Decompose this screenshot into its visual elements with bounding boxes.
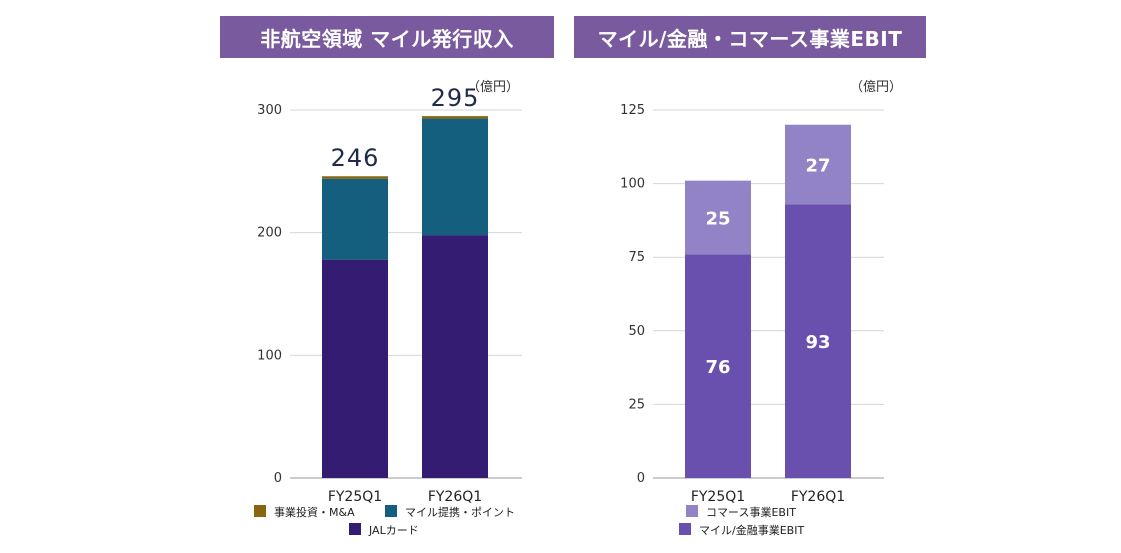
bar-segment [785,124,851,205]
x-tick-label: FY25Q1 [328,489,382,505]
data-label: 27 [805,155,830,176]
bar-segment [322,259,388,478]
x-tick-label: FY25Q1 [691,489,745,505]
bar-segment [685,180,751,255]
x-tick-label: FY26Q1 [791,489,845,505]
chart-title-mile-finance-ebit: マイル/金融・コマース事業EBIT [574,16,926,58]
total-label: 295 [431,84,480,112]
unit-label: （億円） [850,79,902,95]
total-label: 246 [331,144,380,172]
legend-label: マイル/金融事業EBIT [699,523,804,537]
y-tick-label: 100 [620,177,645,192]
legend-label: マイル提携・ポイント [405,505,515,519]
y-tick-label: 0 [637,471,645,486]
data-label: 25 [705,208,730,229]
legend-swatch [679,523,691,535]
y-tick-label: 25 [628,397,645,412]
bar-segment [785,204,851,478]
y-tick-label: 50 [628,324,645,339]
legend-swatch [254,505,266,517]
bar-segment [685,254,751,478]
data-label: 93 [805,332,830,353]
legend-swatch [385,505,397,517]
y-tick-label: 0 [274,471,282,486]
data-label: 76 [705,357,730,378]
bar-segment [422,118,488,236]
chart-title-non-aviation-revenue: 非航空領域 マイル発行収入 [220,16,554,58]
y-tick-label: 125 [620,103,645,118]
y-tick-label: 200 [257,226,282,241]
bar-segment [322,176,388,179]
legend-swatch [686,505,698,517]
legend-label: コマース事業EBIT [706,506,796,519]
y-tick-label: 100 [257,348,282,363]
legend-swatch [349,523,361,535]
x-tick-label: FY26Q1 [428,489,482,505]
bar-segment [322,178,388,260]
bar-segment [422,116,488,119]
y-tick-label: 300 [257,103,282,118]
y-tick-label: 75 [628,250,645,265]
legend-label: JALカード [368,524,419,537]
legend-label: 事業投資・M&A [274,505,355,519]
unit-label: （億円） [467,79,519,95]
bar-segment [422,235,488,478]
